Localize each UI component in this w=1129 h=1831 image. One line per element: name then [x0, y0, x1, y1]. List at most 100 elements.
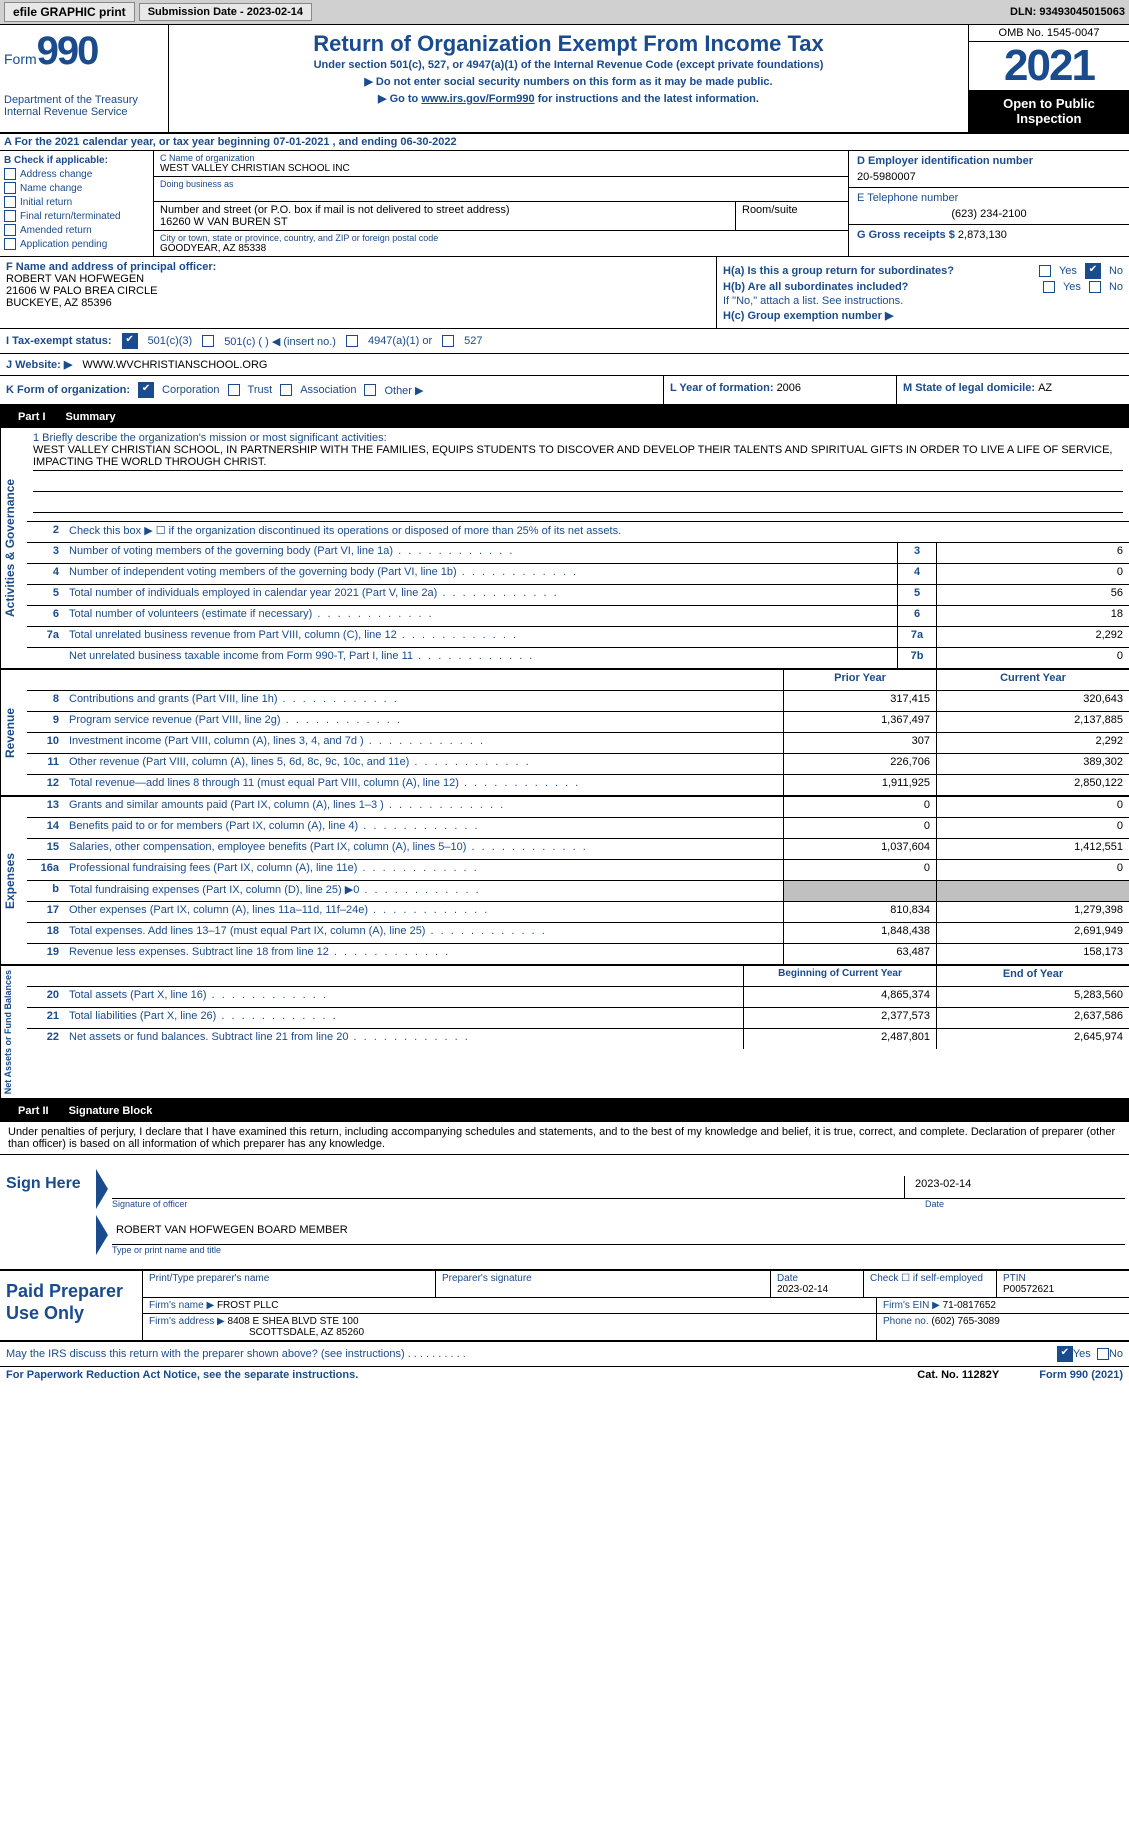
checkbox-address-change[interactable]	[4, 168, 16, 180]
signature-intro: Under penalties of perjury, I declare th…	[0, 1122, 1129, 1155]
row-m-state: M State of legal domicile: AZ	[896, 376, 1129, 404]
dln: DLN: 93493045015063	[1010, 6, 1125, 18]
submission-date: Submission Date - 2023-02-14	[139, 3, 312, 21]
checkbox-501c[interactable]	[202, 335, 214, 347]
blank-line-2	[33, 496, 1123, 513]
row-klm: K Form of organization: ✔Corporation Tru…	[0, 376, 1129, 406]
summary-row: 9Program service revenue (Part VIII, lin…	[27, 712, 1129, 733]
opt-4947: 4947(a)(1) or	[368, 335, 432, 347]
section-bcd: B Check if applicable: Address change Na…	[0, 151, 1129, 257]
subtitle-1: Under section 501(c), 527, or 4947(a)(1)…	[173, 59, 964, 71]
sign-here-section: Sign Here 2023-02-14 Signature of office…	[0, 1155, 1129, 1271]
row-j-website: J Website: ▶ WWW.WVCHRISTIANSCHOOL.ORG	[0, 354, 1129, 376]
opt-501c3: 501(c)(3)	[148, 335, 193, 347]
opt-corp: Corporation	[162, 384, 219, 396]
sig-date: 2023-02-14	[904, 1176, 1125, 1199]
part2-num: Part II	[8, 1103, 59, 1119]
col-f-officer: F Name and address of principal officer:…	[0, 257, 717, 328]
checkbox-hb-yes[interactable]	[1043, 281, 1055, 293]
form-ref: Form 990 (2021)	[1039, 1369, 1123, 1381]
checkbox-ha-no[interactable]: ✔	[1085, 263, 1101, 279]
header-center: Return of Organization Exempt From Incom…	[169, 25, 968, 132]
summary-row: Net unrelated business taxable income fr…	[27, 648, 1129, 668]
checkbox-corp[interactable]: ✔	[138, 382, 154, 398]
hb-no-label: No	[1109, 281, 1123, 293]
addr-label: Number and street (or P.O. box if mail i…	[160, 204, 729, 216]
firm-name-label: Firm's name ▶	[149, 1300, 217, 1311]
checkbox-527[interactable]	[442, 335, 454, 347]
row-a-calendar-year: A For the 2021 calendar year, or tax yea…	[0, 134, 1129, 151]
vtab-expenses: Expenses	[0, 797, 27, 964]
irs-link[interactable]: www.irs.gov/Form990	[421, 93, 534, 105]
checkbox-name-change[interactable]	[4, 182, 16, 194]
sub3-pre: ▶ Go to	[378, 93, 421, 105]
firm-addr2: SCOTTSDALE, AZ 85260	[249, 1327, 364, 1338]
part1-header: Part I Summary	[0, 406, 1129, 428]
checkbox-amended[interactable]	[4, 224, 16, 236]
summary-row: 22Net assets or fund balances. Subtract …	[27, 1029, 1129, 1049]
website-label: J Website: ▶	[6, 358, 72, 371]
dln-value: 93493045015063	[1039, 6, 1125, 18]
lbl-amended: Amended return	[20, 225, 92, 236]
checkbox-trust[interactable]	[228, 384, 240, 396]
part1-num: Part I	[8, 409, 56, 425]
checkbox-4947[interactable]	[346, 335, 358, 347]
part1-ag-section: Activities & Governance 1 Briefly descri…	[0, 428, 1129, 670]
officer-signature-field[interactable]	[112, 1176, 904, 1199]
checkbox-ha-yes[interactable]	[1039, 265, 1051, 277]
ha-label: H(a) Is this a group return for subordin…	[723, 265, 954, 277]
officer-addr2: BUCKEYE, AZ 85396	[6, 297, 710, 309]
summary-row: 20Total assets (Part X, line 16)4,865,37…	[27, 987, 1129, 1008]
checkbox-final-return[interactable]	[4, 210, 16, 222]
summary-row: 17Other expenses (Part IX, column (A), l…	[27, 902, 1129, 923]
opt-527: 527	[464, 335, 482, 347]
discuss-text: May the IRS discuss this return with the…	[6, 1348, 1057, 1360]
hb-yes-label: Yes	[1063, 281, 1081, 293]
tax-status-label: I Tax-exempt status:	[6, 335, 112, 347]
checkbox-app-pending[interactable]	[4, 238, 16, 250]
prep-name-label: Print/Type preparer's name	[143, 1271, 436, 1297]
summary-row: 10Investment income (Part VIII, column (…	[27, 733, 1129, 754]
efile-print-button[interactable]: efile GRAPHIC print	[4, 2, 135, 22]
ptin-label: PTIN	[1003, 1273, 1026, 1284]
state-domicile-value: AZ	[1038, 382, 1052, 394]
state-domicile-label: M State of legal domicile:	[903, 382, 1038, 394]
hb-label: H(b) Are all subordinates included?	[723, 281, 908, 293]
col-h-group: H(a) Is this a group return for subordin…	[717, 257, 1129, 328]
summary-row: 4Number of independent voting members of…	[27, 564, 1129, 585]
form-org-label: K Form of organization:	[6, 384, 130, 396]
checkbox-assoc[interactable]	[280, 384, 292, 396]
hb-note: If "No," attach a list. See instructions…	[723, 295, 1123, 307]
lbl-name-change: Name change	[20, 183, 82, 194]
arrow-icon	[96, 1169, 108, 1209]
col-head-eoy: End of Year	[936, 966, 1129, 986]
summary-row: 18Total expenses. Add lines 13–17 (must …	[27, 923, 1129, 944]
form-header: Form990 Department of the Treasury Inter…	[0, 25, 1129, 134]
gross-value: 2,873,130	[958, 229, 1007, 241]
open-to-public: Open to Public Inspection	[969, 90, 1129, 132]
year-formation-label: L Year of formation:	[670, 382, 777, 394]
phone-label: Phone no.	[883, 1316, 931, 1327]
sig-date-label: Date	[915, 1199, 1125, 1209]
subtitle-3: ▶ Go to www.irs.gov/Form990 for instruct…	[173, 92, 964, 105]
hc-label: H(c) Group exemption number ▶	[723, 310, 893, 322]
checkbox-501c3[interactable]: ✔	[122, 333, 138, 349]
checkbox-discuss-no[interactable]	[1097, 1348, 1109, 1360]
addr-value: 16260 W VAN BUREN ST	[160, 216, 729, 228]
firm-ein-label: Firm's EIN ▶	[883, 1300, 943, 1311]
checkbox-discuss-yes[interactable]: ✔	[1057, 1346, 1073, 1362]
part1-rev-section: Revenue Prior Year Current Year 8Contrib…	[0, 670, 1129, 797]
prep-date-value: 2023-02-14	[777, 1284, 828, 1295]
summary-row: 7aTotal unrelated business revenue from …	[27, 627, 1129, 648]
footer-discuss-row: May the IRS discuss this return with the…	[0, 1342, 1129, 1367]
checkbox-hb-no[interactable]	[1089, 281, 1101, 293]
checkbox-initial-return[interactable]	[4, 196, 16, 208]
summary-row: 13Grants and similar amounts paid (Part …	[27, 797, 1129, 818]
sub-date-value: 2023-02-14	[247, 6, 303, 18]
sig-date-value: 2023-02-14	[915, 1178, 971, 1190]
room-label: Room/suite	[742, 204, 842, 216]
checkbox-other[interactable]	[364, 384, 376, 396]
website-value: WWW.WVCHRISTIANSCHOOL.ORG	[82, 359, 267, 371]
summary-row: 16aProfessional fundraising fees (Part I…	[27, 860, 1129, 881]
summary-row: 11Other revenue (Part VIII, column (A), …	[27, 754, 1129, 775]
